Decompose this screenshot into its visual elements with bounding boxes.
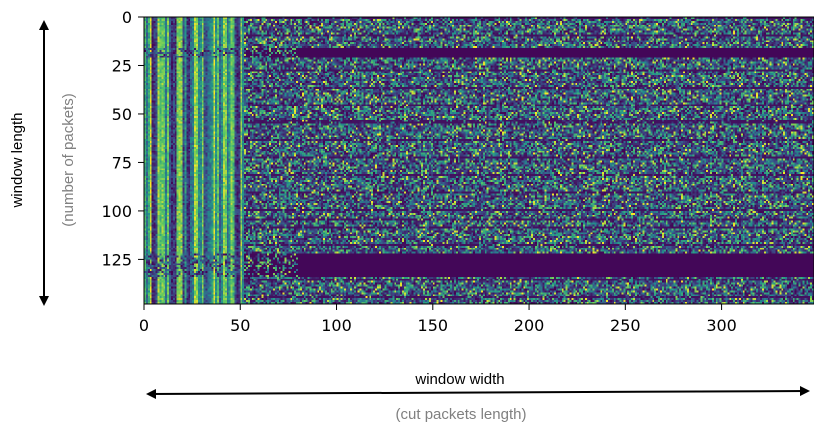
x-tick-label: 100 [321,316,352,335]
window-width-arrow [146,386,810,399]
x-tick-label: 200 [514,316,545,335]
plot-frame [143,16,814,305]
window-length-sublabel: (number of packets) [60,93,77,226]
x-tick-label: 250 [610,316,641,335]
x-tick-label: 150 [418,316,449,335]
y-tick-label: 125 [101,250,132,269]
window-width-sublabel: (cut packets length) [396,406,527,423]
x-tick-label: 0 [139,316,149,335]
y-tick-label: 100 [101,202,132,221]
window-width-label: window width [414,371,504,388]
y-tick-label: 75 [112,153,132,172]
y-tick-label: 25 [112,56,132,75]
window-length-label: window length [9,112,26,208]
x-tick-label: 50 [230,316,250,335]
y-tick-label: 0 [122,8,132,27]
y-axis: 0 25 50 75 100 125 [101,8,144,269]
x-axis: 0 50 100 150 200 250 300 [139,304,737,335]
heatmap [144,17,814,304]
heatmap-cells [144,17,814,304]
x-tick-label: 300 [706,316,737,335]
y-tick-label: 50 [112,105,132,124]
